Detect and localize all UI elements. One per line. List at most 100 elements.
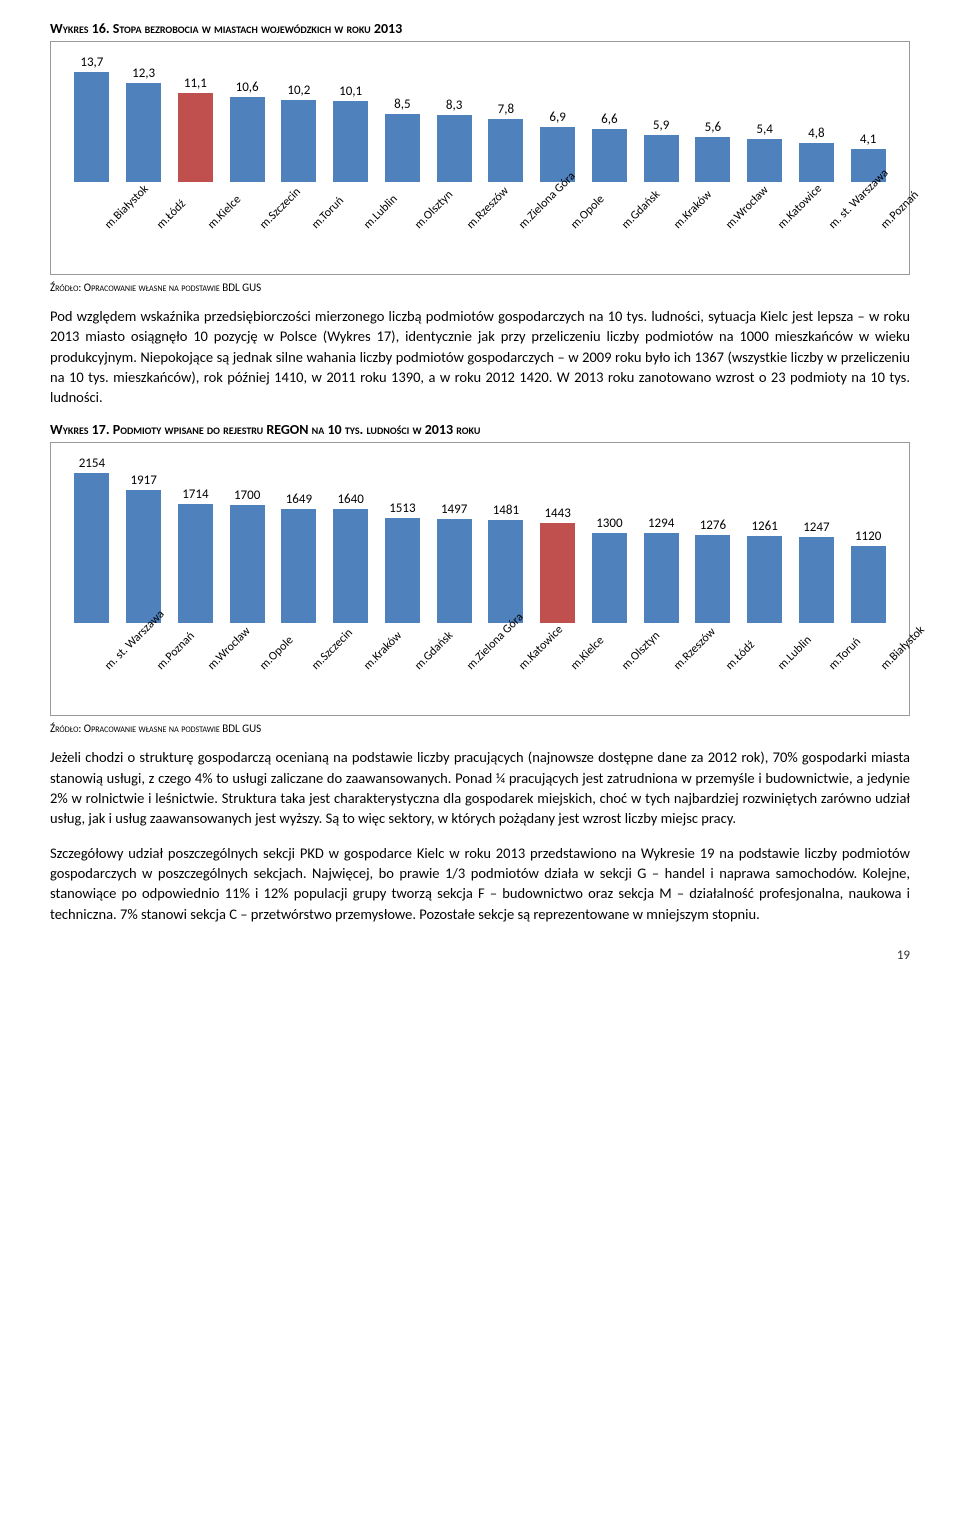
bar <box>178 93 213 182</box>
bar-value-label: 13,7 <box>80 55 103 70</box>
bar-col: 1481 <box>481 503 531 623</box>
bar <box>230 505 265 623</box>
bar-col: 5,6 <box>688 120 738 182</box>
bar <box>799 537 834 624</box>
bar-col: 1640 <box>326 492 376 623</box>
bar-col: 2154 <box>67 456 117 623</box>
bar-col: 1917 <box>119 473 169 623</box>
paragraph-2: Jeżeli chodzi o strukturę gospodarczą oc… <box>50 747 910 828</box>
bar-col: 1700 <box>222 488 272 623</box>
bar-value-label: 2154 <box>79 456 105 471</box>
bar-value-label: 10,2 <box>287 83 310 98</box>
bar-value-label: 1261 <box>751 519 777 534</box>
bar-value-label: 1276 <box>700 518 726 533</box>
bar-col: 8,3 <box>429 98 479 182</box>
bar-col: 6,9 <box>533 110 583 182</box>
bar-value-label: 1443 <box>544 506 570 521</box>
bar-value-label: 8,3 <box>446 98 462 113</box>
bar <box>126 490 161 623</box>
bar <box>644 533 679 623</box>
bar-value-label: 5,6 <box>705 120 721 135</box>
bar-col: 8,5 <box>378 97 428 182</box>
bar <box>747 536 782 624</box>
page-number: 19 <box>50 948 910 963</box>
bar <box>385 518 420 623</box>
bar <box>437 519 472 623</box>
bar-value-label: 4,8 <box>808 126 824 141</box>
bar-value-label: 1481 <box>493 503 519 518</box>
bar-col: 1513 <box>378 501 428 623</box>
bar-col: 1261 <box>740 519 790 624</box>
chart1-box: 13,7 12,3 11,1 10,6 10,2 10,1 8,5 8,3 7,8 6,9 6,6 5… <box>50 41 910 275</box>
bar-value-label: 6,6 <box>601 112 617 127</box>
bar-col: 10,6 <box>222 80 272 182</box>
bar <box>74 72 109 182</box>
bar <box>333 509 368 623</box>
chart1-bars: 13,7 12,3 11,1 10,6 10,2 10,1 8,5 8,3 7,8 6,9 6,6 5… <box>61 52 899 182</box>
bar <box>281 100 316 182</box>
chart2-bars: 2154 1917 1714 1700 1649 1640 1513 1497 1481 1443… <box>61 453 899 623</box>
bar-col: 1247 <box>792 520 842 624</box>
bar-value-label: 1640 <box>337 492 363 507</box>
bar-value-label: 6,9 <box>549 110 565 125</box>
bar-col: 1443 <box>533 506 583 623</box>
bar <box>747 139 782 182</box>
bar-col: 13,7 <box>67 55 117 182</box>
bar-value-label: 11,1 <box>184 76 207 91</box>
bar-col: 10,2 <box>274 83 324 182</box>
bar <box>74 473 109 623</box>
bar-col: 11,1 <box>171 76 221 182</box>
bar-value-label: 1247 <box>803 520 829 535</box>
chart1-source: Źródło: Opracowanie własne na podstawie … <box>50 281 910 294</box>
bar <box>540 523 575 623</box>
bar-col: 10,1 <box>326 84 376 182</box>
bar-value-label: 4,1 <box>860 132 876 147</box>
category-col: m. st. Warszawa <box>67 633 117 647</box>
bar-col: 1497 <box>429 502 479 623</box>
bar <box>695 137 730 182</box>
bar-value-label: 1917 <box>130 473 156 488</box>
bar-value-label: 1300 <box>596 516 622 531</box>
bar-value-label: 1714 <box>182 487 208 502</box>
bar <box>592 129 627 182</box>
bar-col: 5,9 <box>636 118 686 182</box>
bar-col: 6,6 <box>585 112 635 182</box>
bar-value-label: 1497 <box>441 502 467 517</box>
bar <box>437 115 472 182</box>
bar-value-label: 1649 <box>286 492 312 507</box>
chart2-title: Wykres 17. Podmioty wpisane do rejestru … <box>50 421 910 438</box>
bar-col: 7,8 <box>481 102 531 182</box>
bar <box>178 504 213 623</box>
bar <box>488 119 523 182</box>
bar <box>385 114 420 182</box>
bar-value-label: 1513 <box>389 501 415 516</box>
bar <box>488 520 523 623</box>
bar-value-label: 5,9 <box>653 118 669 133</box>
bar <box>851 546 886 624</box>
chart2-categories: m. st. Warszawam.Poznańm.Wrocławm.Opolem… <box>61 633 899 647</box>
bar-col: 12,3 <box>119 66 169 182</box>
bar <box>333 101 368 182</box>
bar-col: 1276 <box>688 518 738 624</box>
chart1-categories: m.Białystokm.Łódźm.Kielcem.Szczecinm.Tor… <box>61 192 899 206</box>
bar-value-label: 5,4 <box>756 122 772 137</box>
bar-value-label: 12,3 <box>132 66 155 81</box>
bar-value-label: 1294 <box>648 516 674 531</box>
category-col: m.Białystok <box>67 192 117 206</box>
bar-value-label: 10,1 <box>339 84 362 99</box>
bar-value-label: 7,8 <box>498 102 514 117</box>
chart1-title: Wykres 16. Stopa bezrobocia w miastach w… <box>50 20 910 37</box>
bar-value-label: 1700 <box>234 488 260 503</box>
bar-col: 1120 <box>843 529 893 624</box>
chart2-source: Źródło: Opracowanie własne na podstawie … <box>50 722 910 735</box>
bar <box>126 83 161 182</box>
bar-value-label: 1120 <box>855 529 881 544</box>
paragraph-3: Szczegółowy udział poszczególnych sekcji… <box>50 843 910 924</box>
bar-col: 1714 <box>171 487 221 623</box>
bar <box>644 135 679 182</box>
bar <box>230 97 265 182</box>
bar <box>592 533 627 624</box>
bar <box>799 143 834 182</box>
bar-col: 1300 <box>585 516 635 624</box>
bar-value-label: 10,6 <box>236 80 259 95</box>
